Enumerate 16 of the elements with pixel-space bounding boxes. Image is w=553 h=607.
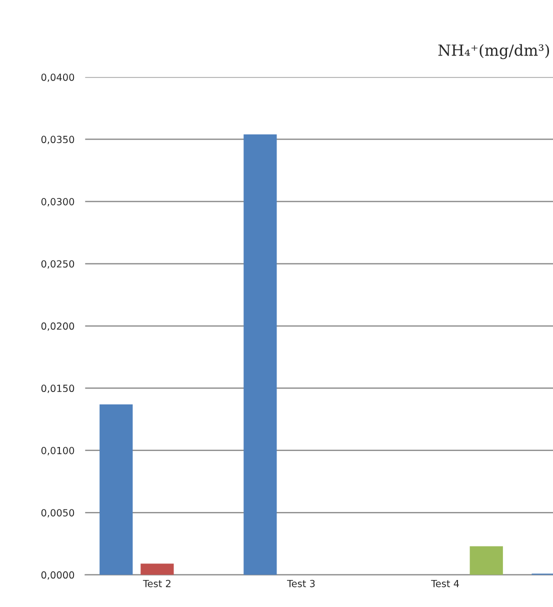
y-tick-label: 0,0300 <box>41 198 74 206</box>
y-tick-label: 0,0200 <box>41 322 74 331</box>
y-tick-label: 0,0050 <box>41 509 74 518</box>
chart-title: NH₄⁺(mg/dm³) <box>438 44 550 60</box>
y-tick-label: 0,0350 <box>41 136 74 144</box>
y-tick-label: 0,0100 <box>41 446 74 456</box>
bar <box>470 546 503 575</box>
y-tick-label: 0,0400 <box>41 74 74 82</box>
bar <box>140 564 174 575</box>
y-tick-label: 0,0000 <box>41 571 74 580</box>
x-tick-label: Test 3 <box>287 580 315 588</box>
y-tick-label: 0,0250 <box>41 260 74 269</box>
bar <box>100 404 133 575</box>
y-tick-label: 0,0150 <box>41 384 74 393</box>
x-tick-label: Test 2 <box>142 580 170 588</box>
x-tick-label: Test 4 <box>431 580 459 588</box>
